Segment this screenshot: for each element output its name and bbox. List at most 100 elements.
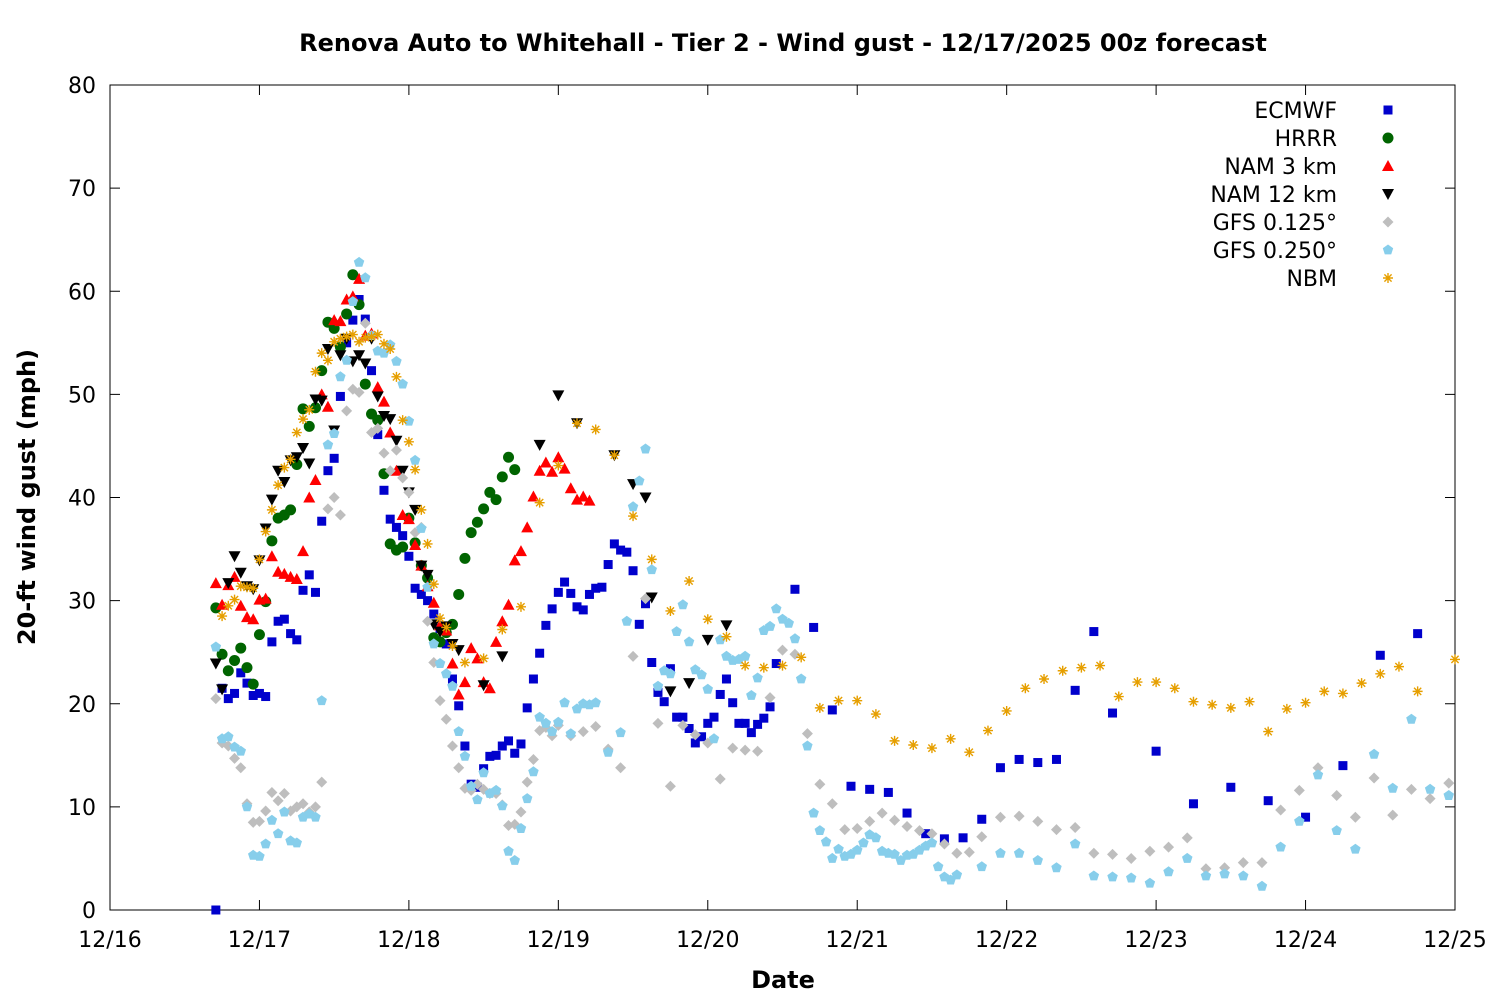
data-point bbox=[278, 477, 291, 489]
data-point bbox=[335, 391, 345, 401]
data-point bbox=[253, 815, 265, 827]
data-point bbox=[373, 430, 383, 440]
data-point bbox=[272, 465, 285, 477]
data-point bbox=[1393, 661, 1404, 672]
data-point bbox=[603, 560, 613, 570]
data-point bbox=[720, 620, 733, 632]
data-point bbox=[1237, 857, 1249, 869]
data-point bbox=[272, 828, 284, 839]
data-point bbox=[566, 588, 576, 598]
data-point bbox=[1300, 697, 1311, 708]
data-point bbox=[590, 697, 601, 708]
data-point bbox=[1144, 845, 1156, 857]
data-point bbox=[1163, 866, 1174, 877]
data-point bbox=[247, 613, 260, 625]
data-point bbox=[697, 732, 707, 742]
data-point bbox=[397, 541, 409, 553]
data-point bbox=[628, 511, 639, 522]
data-point bbox=[802, 740, 813, 751]
data-point bbox=[653, 687, 663, 697]
legend-label: GFS 0.250° bbox=[1213, 239, 1337, 264]
data-point bbox=[491, 750, 501, 760]
data-point bbox=[1424, 793, 1436, 805]
data-point bbox=[839, 824, 851, 836]
data-point bbox=[958, 833, 968, 843]
data-point bbox=[316, 776, 328, 788]
data-point bbox=[1331, 790, 1343, 802]
data-point bbox=[583, 494, 596, 506]
data-point bbox=[285, 504, 297, 516]
data-point bbox=[827, 852, 838, 863]
data-point bbox=[211, 905, 221, 915]
series-nbm bbox=[217, 329, 1460, 758]
data-point bbox=[808, 807, 819, 818]
data-point bbox=[616, 545, 626, 555]
data-point bbox=[261, 692, 271, 702]
data-point bbox=[621, 615, 633, 626]
data-point bbox=[1125, 852, 1137, 864]
data-point bbox=[1126, 872, 1137, 883]
data-point bbox=[1013, 810, 1025, 822]
data-point bbox=[297, 798, 309, 810]
data-point bbox=[378, 347, 390, 358]
data-point bbox=[1207, 699, 1218, 710]
legend: ECMWF HRRR NAM 3 km NAM 12 km GFS 0.125° GFS … bbox=[1210, 99, 1394, 292]
data-point bbox=[1244, 696, 1255, 707]
data-point bbox=[1076, 662, 1087, 673]
data-point bbox=[478, 653, 489, 664]
data-point bbox=[739, 744, 751, 756]
data-point bbox=[627, 650, 639, 662]
data-point bbox=[864, 815, 876, 827]
data-point bbox=[1443, 777, 1455, 789]
chart-title: Renova Auto to Whitehall - Tier 2 - Wind… bbox=[299, 29, 1267, 57]
data-point bbox=[428, 638, 439, 649]
data-point bbox=[640, 593, 652, 605]
data-point bbox=[535, 648, 545, 658]
data-point bbox=[273, 616, 283, 626]
data-point bbox=[759, 713, 769, 723]
data-point bbox=[366, 331, 377, 342]
data-point bbox=[503, 451, 515, 463]
data-point bbox=[228, 551, 241, 563]
data-point bbox=[236, 668, 246, 678]
data-point bbox=[515, 806, 527, 818]
data-point bbox=[552, 390, 565, 402]
data-point bbox=[708, 733, 720, 744]
data-point bbox=[546, 726, 558, 736]
data-point bbox=[790, 584, 800, 594]
series-nam-3-km bbox=[209, 272, 596, 700]
data-point bbox=[527, 753, 539, 765]
data-point bbox=[353, 256, 365, 267]
data-point bbox=[827, 705, 837, 715]
data-point bbox=[703, 718, 713, 728]
data-point bbox=[1181, 832, 1193, 844]
data-point bbox=[702, 683, 713, 694]
legend-marker bbox=[1382, 132, 1394, 144]
data-point bbox=[397, 378, 408, 389]
data-point bbox=[1039, 674, 1050, 684]
data-point bbox=[1226, 782, 1236, 792]
data-point bbox=[409, 454, 421, 465]
data-point bbox=[334, 341, 346, 353]
data-point bbox=[210, 693, 222, 705]
data-point bbox=[851, 823, 863, 835]
data-point bbox=[540, 717, 552, 728]
data-point bbox=[889, 848, 900, 859]
data-point bbox=[360, 332, 371, 343]
data-point bbox=[665, 605, 676, 616]
data-point bbox=[1033, 758, 1043, 768]
legend-label: NAM 12 km bbox=[1210, 183, 1337, 208]
data-point bbox=[390, 435, 403, 447]
data-point bbox=[1032, 815, 1044, 827]
data-point bbox=[291, 427, 302, 438]
data-point bbox=[858, 837, 869, 848]
data-point bbox=[521, 776, 533, 788]
data-point bbox=[291, 459, 303, 470]
data-point bbox=[396, 465, 409, 477]
data-point bbox=[447, 674, 457, 684]
data-point bbox=[584, 589, 594, 599]
data-point bbox=[801, 728, 813, 740]
data-point bbox=[1151, 746, 1161, 756]
data-point bbox=[727, 742, 739, 754]
data-point bbox=[223, 694, 233, 704]
